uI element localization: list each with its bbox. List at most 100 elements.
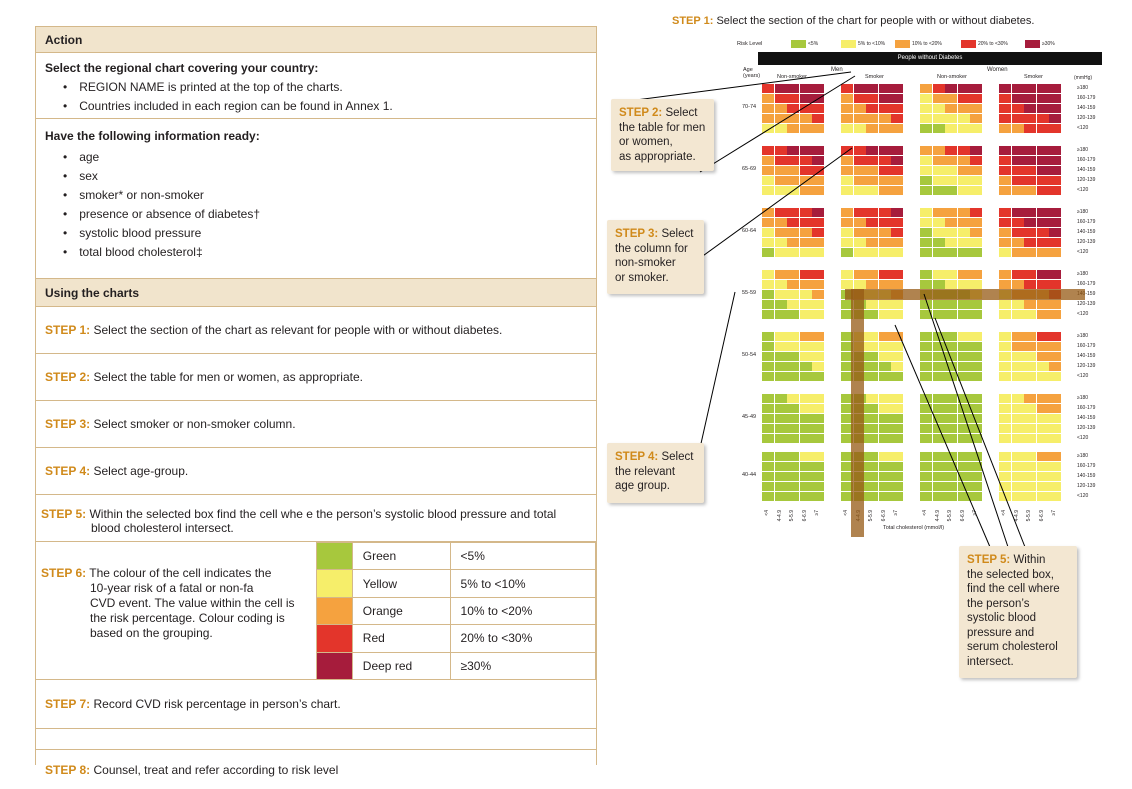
women-label: Women [987, 67, 1008, 73]
risk-cell [762, 372, 774, 381]
risk-cell [920, 218, 932, 227]
risk-cell [891, 472, 903, 481]
legend-row-green: Green <5% [316, 541, 597, 571]
risk-cell [920, 166, 932, 175]
risk-cell [1036, 238, 1049, 247]
callout-line: the table for men [619, 121, 706, 134]
risk-cell [891, 270, 903, 279]
risk-cell [774, 238, 787, 247]
risk-cell [787, 166, 799, 175]
risk-cell [999, 104, 1011, 113]
legend-swatch [316, 624, 353, 653]
risk-cell [787, 94, 799, 103]
risk-cell [878, 404, 891, 413]
step-label: STEP 2: [45, 370, 91, 384]
risk-cell [787, 280, 799, 289]
risk-cell [970, 176, 982, 185]
risk-cell [1036, 176, 1049, 185]
risk-cell [878, 472, 891, 481]
risk-cell [1049, 208, 1061, 217]
sbp-label: <120 [1077, 249, 1089, 255]
men-smoker-label: Smoker [865, 74, 884, 80]
risk-cell [841, 482, 853, 491]
risk-cell [945, 300, 957, 309]
risk-cell [891, 492, 903, 501]
risk-cell [999, 248, 1011, 257]
risk-cell [957, 84, 970, 93]
risk-cell [1024, 434, 1036, 443]
legend-swatch [316, 569, 353, 598]
risk-cell [841, 404, 853, 413]
risk-cell [841, 434, 853, 443]
risk-cell [787, 404, 799, 413]
risk-cell [1024, 248, 1036, 257]
risk-cell [1011, 352, 1024, 361]
risk-cell [1036, 352, 1049, 361]
sbp-label: ≥180 [1077, 85, 1089, 91]
risk-cell [891, 424, 903, 433]
risk-cell [970, 394, 982, 403]
risk-cell [762, 146, 774, 155]
risk-cell [920, 280, 932, 289]
sbp-label: 140-159 [1077, 229, 1096, 235]
risk-cell [812, 300, 824, 309]
risk-cell [945, 472, 957, 481]
risk-cell [957, 176, 970, 185]
risk-cell [1036, 248, 1049, 257]
risk-cell [841, 452, 853, 461]
risk-cell [787, 146, 799, 155]
women-nonsmoker-label: Non-smoker [937, 74, 967, 80]
risk-cell [957, 462, 970, 471]
risk-cell [999, 352, 1011, 361]
step-text: Select age-group. [93, 464, 189, 478]
risk-cell [932, 452, 945, 461]
risk-cell [891, 462, 903, 471]
risk-cell [1024, 270, 1036, 279]
risk-cell [762, 166, 774, 175]
risk-cell [945, 228, 957, 237]
risk-cell [957, 482, 970, 491]
risk-chart: Risk Level <5% 5% to <10% 10% to <20% 20% t… [737, 38, 1102, 538]
risk-cell [1049, 394, 1061, 403]
legend-row-deep-red: Deep red ≥30% [316, 651, 597, 680]
risk-cell [878, 84, 891, 93]
risk-cell [1024, 492, 1036, 501]
risk-cell [957, 186, 970, 195]
risk-cell [920, 482, 932, 491]
risk-cell [1011, 176, 1024, 185]
risk-cell [878, 186, 891, 195]
risk-cell [866, 300, 878, 309]
age-group-label: 45-49 [742, 414, 757, 420]
step-label: STEP 4: [615, 451, 659, 463]
legend-name: Red [351, 624, 451, 653]
risk-cell [970, 94, 982, 103]
risk-cell [891, 394, 903, 403]
risk-cell [878, 166, 891, 175]
risk-cell [787, 156, 799, 165]
risk-cell [853, 218, 866, 227]
risk-cell [1049, 372, 1061, 381]
risk-cell [999, 362, 1011, 371]
risk-cell [812, 228, 824, 237]
risk-cell [932, 248, 945, 257]
sbp-label: <120 [1077, 435, 1089, 441]
sbp-label: <120 [1077, 187, 1089, 193]
risk-cell [1036, 94, 1049, 103]
risk-cell [932, 472, 945, 481]
risk-cell [866, 94, 878, 103]
risk-cell [957, 124, 970, 133]
risk-cell [957, 492, 970, 501]
risk-cell [970, 310, 982, 319]
risk-cell [812, 124, 824, 133]
risk-cell [787, 300, 799, 309]
risk-cell [970, 84, 982, 93]
risk-cell [866, 104, 878, 113]
risk-cell [1011, 94, 1024, 103]
risk-cell [762, 94, 774, 103]
risk-cell [1036, 404, 1049, 413]
risk-cell [1024, 280, 1036, 289]
risk-cell [878, 218, 891, 227]
risk-cell [866, 452, 878, 461]
risk-cell [1024, 300, 1036, 309]
risk-cell [1024, 218, 1036, 227]
